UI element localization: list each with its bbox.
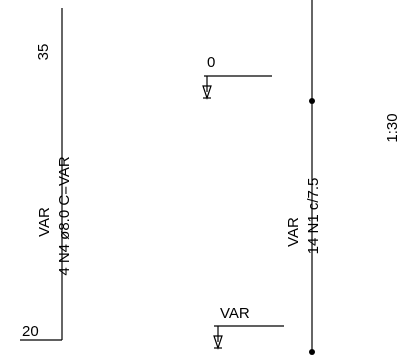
- upper-node-dot: [309, 98, 315, 104]
- lower-level-triangle-icon: [213, 335, 223, 350]
- upper-level-triangle-icon: [202, 85, 212, 100]
- right-variable-label: VAR: [285, 217, 302, 247]
- stirrup-spec-label: 14 N1 c/7.5: [305, 178, 322, 255]
- lower-node-dot: [309, 349, 315, 355]
- upper-level-marker: 0: [202, 54, 272, 100]
- left-variable-label: VAR: [36, 207, 53, 237]
- scale-label: 1:30: [384, 113, 398, 142]
- lower-level-marker: VAR: [213, 305, 284, 350]
- upper-level-label: 0: [207, 54, 215, 71]
- bottom-dimension-label: 20: [22, 323, 39, 340]
- top-dimension-label: 35: [35, 44, 52, 61]
- bar-spec-label: 4 N4 ø8.0 C=VAR: [56, 156, 73, 276]
- lower-level-label: VAR: [220, 305, 250, 322]
